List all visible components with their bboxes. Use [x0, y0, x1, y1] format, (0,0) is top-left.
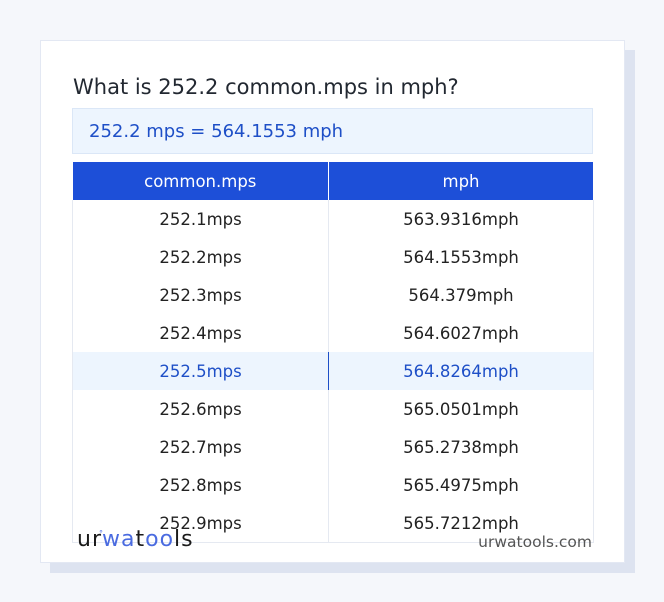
column-header: mph: [328, 162, 594, 200]
table-cell: 252.5mps: [71, 352, 330, 390]
table-cell: 252.4mps: [71, 314, 330, 352]
table-cell: 252.3mps: [71, 276, 330, 314]
table-cell: 252.8mps: [71, 466, 330, 504]
conversion-result: 252.2 mps = 564.1553 mph: [72, 108, 593, 154]
table-row: 252.1mps 563.9316mph: [71, 200, 594, 238]
column-header: common.mps: [72, 162, 330, 200]
table-row: 252.9mps 565.7212mph: [71, 504, 594, 543]
table-cell: 564.1553mph: [328, 238, 594, 276]
table-cell: 252.6mps: [71, 390, 330, 428]
table-cell: 564.379mph: [328, 276, 594, 314]
table-cell: 565.7212mph: [328, 504, 594, 543]
site-link[interactable]: urwatools.com: [478, 533, 592, 551]
conversion-table: common.mps mph 252.1mps 563.9316mph 252.2m…: [71, 162, 594, 543]
converter-card: What is 252.2 common.mps in mph? 252.2 m…: [40, 40, 625, 563]
table-cell: 563.9316mph: [328, 200, 594, 238]
table-cell: 252.2mps: [71, 238, 330, 276]
table-row: 252.4mps 564.6027mph: [71, 314, 594, 352]
table-cell: 565.4975mph: [328, 466, 594, 504]
table-row: 252.5mps 564.8264mph: [71, 352, 594, 390]
table-cell: 565.2738mph: [328, 428, 594, 466]
table-cell: 252.7mps: [71, 428, 330, 466]
table-row: 252.8mps 565.4975mph: [71, 466, 594, 504]
table-cell: 252.1mps: [71, 200, 330, 238]
table-row: 252.6mps 565.0501mph: [71, 390, 594, 428]
table-row: 252.3mps 564.379mph: [71, 276, 594, 314]
table-cell: 564.6027mph: [328, 314, 594, 352]
table-row: 252.2mps 564.1553mph: [71, 238, 594, 276]
table-cell: 252.9mps: [71, 504, 330, 543]
urwatools-logo: urw ° atools: [77, 527, 194, 552]
table-row: 252.7mps 565.2738mph: [71, 428, 594, 466]
table-cell: 565.0501mph: [328, 390, 594, 428]
table-cell: 564.8264mph: [328, 352, 594, 390]
page-title: What is 252.2 common.mps in mph?: [73, 75, 459, 99]
